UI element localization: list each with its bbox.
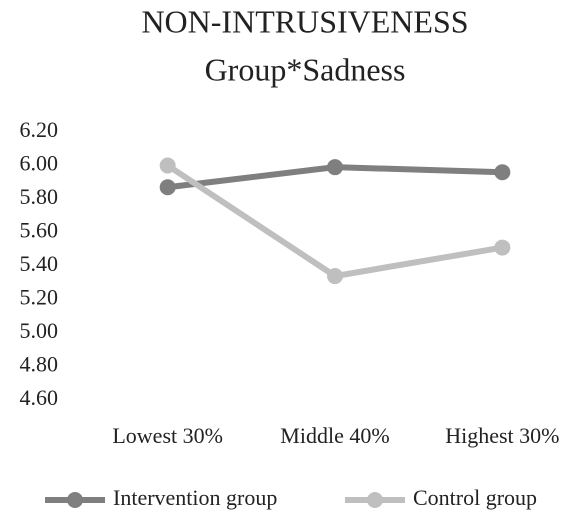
point: [494, 164, 511, 181]
x-tick-label: Middle 40%: [280, 423, 389, 448]
y-tick-label: 5.80: [20, 184, 59, 209]
point: [327, 159, 343, 176]
y-tick-label: 5.40: [20, 251, 59, 276]
point: [494, 239, 511, 256]
y-tick-label: 4.80: [20, 352, 59, 377]
chart-title: NON-INTRUSIVENESS: [141, 3, 468, 39]
legend-marker: [367, 492, 383, 508]
y-tick-label: 5.60: [20, 218, 59, 243]
legend-label: Intervention group: [113, 485, 277, 510]
y-tick-label: 6.00: [20, 151, 59, 176]
point: [159, 179, 176, 196]
x-tick-label: Highest 30%: [445, 423, 559, 448]
point: [327, 268, 343, 285]
point: [159, 157, 176, 174]
y-tick-label: 5.20: [20, 285, 59, 310]
legend-label: Control group: [413, 485, 537, 510]
chart-subtitle: Group*Sadness: [205, 51, 406, 87]
y-tick-label: 5.00: [20, 318, 59, 343]
y-tick-label: 6.20: [20, 117, 59, 142]
x-tick-label: Lowest 30%: [112, 423, 223, 448]
y-tick-label: 4.60: [20, 385, 59, 410]
legend-marker: [67, 492, 83, 508]
